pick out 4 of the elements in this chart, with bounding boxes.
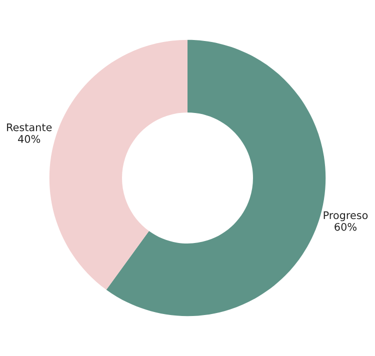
data-label: 40%: [18, 135, 40, 143]
slice-label: Restante: [7, 123, 52, 132]
data-label: 60%: [334, 222, 357, 231]
slice-label: Progreso: [324, 211, 368, 222]
